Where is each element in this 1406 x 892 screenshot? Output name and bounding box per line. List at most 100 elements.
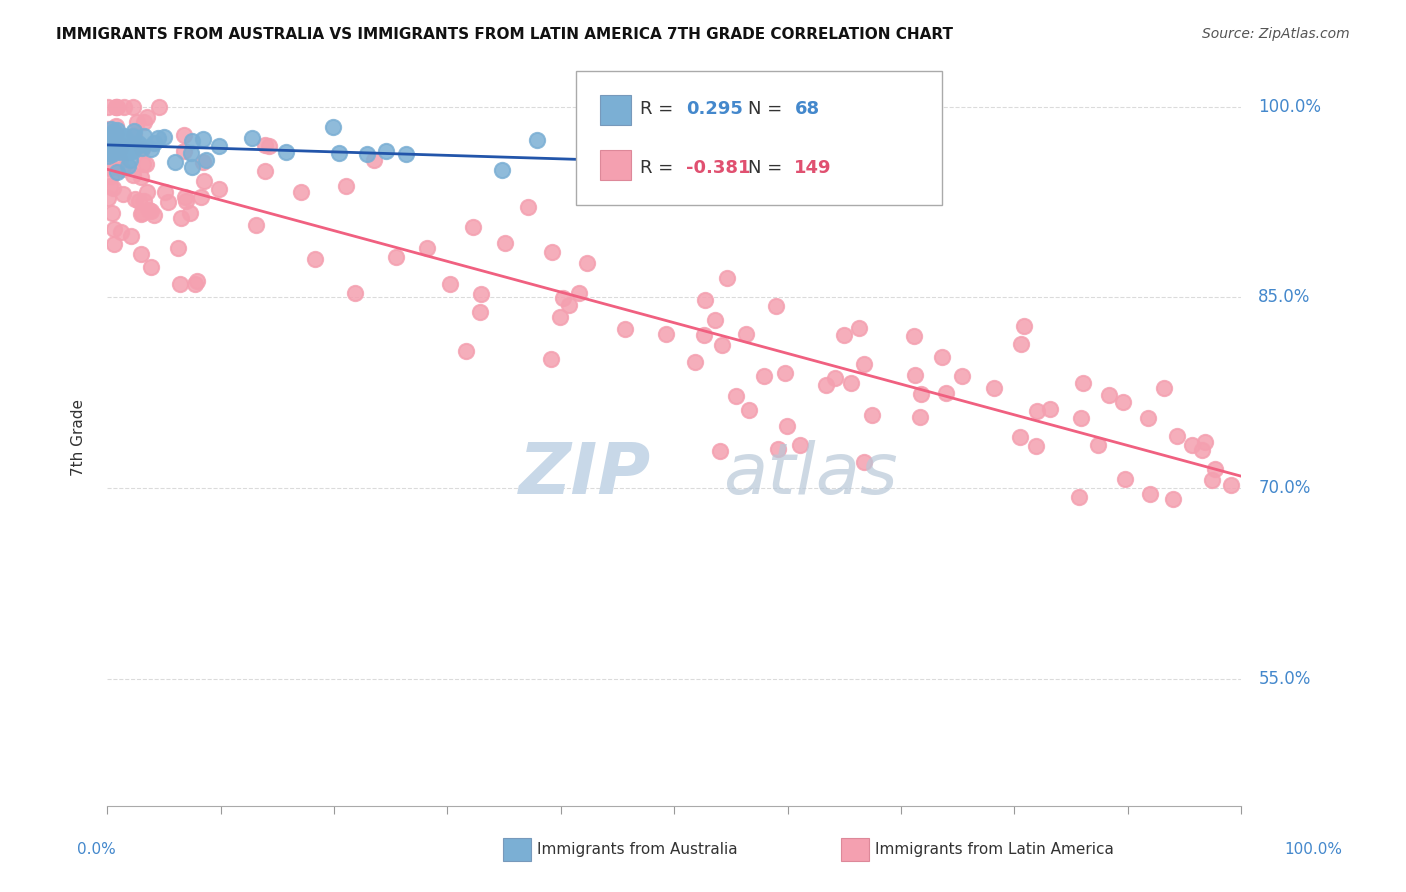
Point	[121, 229, 143, 244]
Point	[169, 277, 191, 291]
Point	[104, 140, 127, 154]
Point	[950, 368, 973, 383]
Point	[112, 100, 135, 114]
Point	[1067, 490, 1090, 504]
Point	[97, 135, 120, 149]
Point	[136, 110, 159, 124]
Point	[1139, 486, 1161, 500]
Point	[122, 144, 145, 158]
Point	[439, 277, 461, 292]
Text: 149: 149	[794, 159, 832, 177]
Point	[245, 218, 267, 232]
Point	[322, 120, 344, 135]
Point	[832, 327, 855, 342]
Point	[153, 185, 176, 199]
Point	[343, 285, 366, 300]
Point	[765, 299, 787, 313]
Point	[904, 368, 927, 382]
Point	[105, 144, 128, 158]
Text: 0.0%: 0.0%	[77, 842, 117, 856]
Point	[124, 192, 146, 206]
Point	[456, 343, 478, 358]
Point	[1025, 403, 1047, 417]
Point	[240, 131, 263, 145]
Point	[100, 145, 122, 160]
Point	[184, 277, 207, 291]
Point	[97, 149, 120, 163]
Point	[101, 141, 124, 155]
Point	[100, 122, 122, 136]
Point	[576, 256, 599, 270]
Point	[105, 100, 128, 114]
Point	[101, 206, 124, 220]
Point	[274, 145, 297, 159]
Point	[683, 355, 706, 369]
Point	[103, 222, 125, 236]
Point	[105, 122, 128, 136]
Point	[1039, 402, 1062, 417]
Point	[1153, 381, 1175, 395]
Point	[1181, 437, 1204, 451]
Point	[103, 237, 125, 252]
Point	[97, 121, 120, 136]
Text: 68: 68	[794, 100, 820, 118]
Point	[908, 410, 931, 425]
Point	[328, 146, 350, 161]
Point	[669, 159, 692, 173]
Point	[711, 338, 734, 352]
Point	[104, 135, 127, 149]
Point	[98, 179, 121, 194]
Point	[111, 161, 134, 176]
Point	[142, 208, 165, 222]
Point	[139, 142, 162, 156]
Point	[494, 235, 516, 250]
Point	[654, 326, 676, 341]
Point	[131, 143, 153, 157]
Point	[127, 136, 149, 151]
Point	[128, 137, 150, 152]
Text: 70.0%: 70.0%	[1258, 479, 1310, 497]
Text: 85.0%: 85.0%	[1258, 288, 1310, 307]
Text: N =: N =	[748, 159, 787, 177]
Point	[290, 185, 312, 199]
Point	[122, 100, 145, 114]
Point	[208, 139, 231, 153]
Point	[98, 133, 121, 147]
Point	[716, 271, 738, 285]
Point	[752, 368, 775, 383]
Point	[852, 455, 875, 469]
Point	[208, 181, 231, 195]
Text: 100.0%: 100.0%	[1285, 842, 1343, 856]
Point	[1010, 430, 1032, 444]
Point	[636, 164, 658, 178]
Point	[97, 134, 120, 148]
Point	[139, 260, 162, 274]
Point	[131, 205, 153, 219]
Point	[193, 174, 215, 188]
Point	[100, 169, 122, 183]
Point	[526, 133, 548, 147]
Point	[1098, 387, 1121, 401]
Point	[517, 201, 540, 215]
Point	[180, 145, 202, 160]
Point	[1204, 461, 1226, 475]
Point	[1219, 478, 1241, 492]
Point	[141, 203, 163, 218]
Point	[737, 403, 759, 417]
Point	[470, 305, 492, 319]
Point	[1010, 336, 1032, 351]
Point	[860, 408, 883, 422]
Point	[853, 358, 876, 372]
Point	[127, 115, 149, 129]
Point	[254, 164, 277, 178]
Point	[173, 128, 195, 142]
Point	[103, 137, 125, 152]
Point	[1166, 429, 1188, 443]
Point	[121, 168, 143, 182]
Point	[146, 131, 169, 145]
Point	[728, 157, 751, 171]
Point	[848, 320, 870, 334]
Point	[1025, 439, 1047, 453]
Point	[395, 147, 418, 161]
Point	[112, 128, 135, 143]
